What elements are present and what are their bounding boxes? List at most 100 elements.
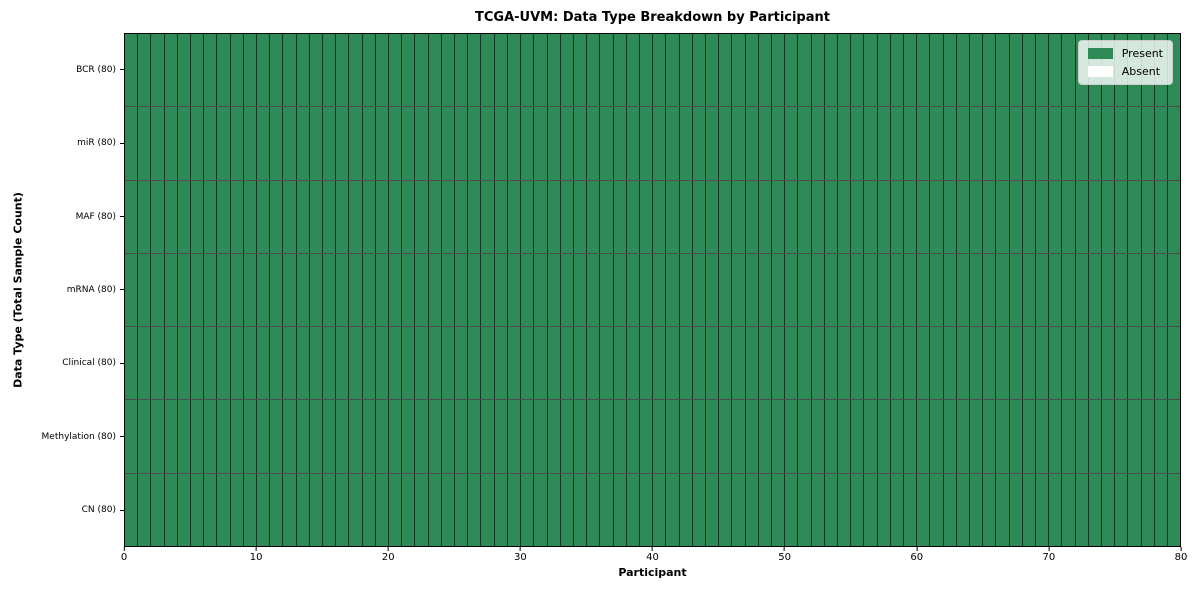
heatmap-cell <box>1022 400 1037 473</box>
heatmap-cell <box>296 473 310 546</box>
heatmap-cell <box>587 327 601 400</box>
heatmap-cell <box>1168 473 1181 546</box>
heatmap-cell <box>970 107 984 180</box>
heatmap-cell <box>283 107 297 180</box>
heatmap-cell <box>296 253 310 327</box>
heatmap-cell <box>1009 327 1023 400</box>
heatmap-row <box>125 107 1181 181</box>
legend-item: Present <box>1087 47 1163 60</box>
heatmap-cell <box>257 400 271 473</box>
heatmap-cell <box>666 34 680 107</box>
y-tick-label: CN (80) <box>81 505 116 516</box>
heatmap-cell <box>270 34 284 107</box>
y-tick-mark <box>120 69 124 71</box>
heatmap-cell <box>851 34 865 107</box>
heatmap-cell <box>758 253 772 327</box>
heatmap-cell <box>481 327 495 400</box>
heatmap-cell <box>257 180 271 253</box>
heatmap-cell <box>877 253 891 327</box>
heatmap-cell <box>824 180 838 253</box>
heatmap-cell <box>692 180 706 253</box>
heatmap-cell <box>1115 473 1129 546</box>
heatmap-cell <box>956 473 970 546</box>
heatmap-cell <box>125 34 139 107</box>
heatmap-cell <box>719 473 733 546</box>
heatmap-cell <box>983 327 997 400</box>
heatmap-cell <box>705 400 720 473</box>
heatmap-cell <box>851 400 865 473</box>
heatmap-cell <box>375 473 390 546</box>
heatmap-cell <box>811 107 825 180</box>
heatmap-cell <box>547 473 561 546</box>
heatmap-cell <box>890 107 904 180</box>
heatmap-cell <box>639 107 654 180</box>
heatmap-cell <box>890 473 904 546</box>
heatmap-cell <box>270 473 284 546</box>
heatmap-cell <box>956 107 970 180</box>
heatmap-cell <box>798 34 812 107</box>
x-tick: 30 <box>514 547 527 563</box>
heatmap-cell <box>230 327 244 400</box>
plot-area: Present Absent <box>124 33 1181 547</box>
heatmap-cell <box>1088 400 1103 473</box>
heatmap-cell <box>177 253 192 327</box>
heatmap-cell <box>745 253 759 327</box>
heatmap-cell <box>217 473 231 546</box>
heatmap-cell <box>943 473 957 546</box>
heatmap-cell <box>692 473 706 546</box>
heatmap-cell <box>719 180 733 253</box>
heatmap-cell <box>164 34 178 107</box>
heatmap-cell <box>785 107 799 180</box>
heatmap-row <box>125 34 1181 108</box>
heatmap-cell <box>771 34 786 107</box>
heatmap-cell <box>204 253 218 327</box>
heatmap-cell <box>1141 400 1155 473</box>
heatmap-cell <box>1168 400 1181 473</box>
heatmap-cell <box>771 327 786 400</box>
heatmap-cell <box>692 253 706 327</box>
heatmap-cell <box>811 180 825 253</box>
heatmap-cell <box>125 107 139 180</box>
heatmap-cell <box>468 34 482 107</box>
chart-title: TCGA-UVM: Data Type Breakdown by Partici… <box>475 10 830 25</box>
x-tick-label: 10 <box>249 552 263 563</box>
heatmap-cell <box>983 34 997 107</box>
heatmap-cell <box>138 473 152 546</box>
heatmap-cell <box>534 253 548 327</box>
heatmap-cell <box>758 327 772 400</box>
heatmap-cell <box>494 473 508 546</box>
heatmap-grid <box>125 34 1181 546</box>
heatmap-cell <box>336 107 350 180</box>
heatmap-cell <box>771 107 786 180</box>
heatmap-cell <box>455 107 469 180</box>
heatmap-cell <box>719 107 733 180</box>
heatmap-cell <box>349 34 363 107</box>
heatmap-cell <box>626 400 640 473</box>
heatmap-cell <box>719 327 733 400</box>
heatmap-cell <box>1049 34 1063 107</box>
heatmap-cell <box>890 327 904 400</box>
heatmap-cell <box>732 327 746 400</box>
heatmap-cell <box>837 327 852 400</box>
heatmap-cell <box>798 327 812 400</box>
heatmap-cell <box>930 253 944 327</box>
heatmap-cell <box>415 400 429 473</box>
heatmap-cell <box>917 400 931 473</box>
heatmap-cell <box>389 400 403 473</box>
heatmap-cell <box>1102 473 1116 546</box>
heatmap-cell <box>243 107 258 180</box>
heatmap-cell <box>666 473 680 546</box>
heatmap-cell <box>521 253 535 327</box>
heatmap-cell <box>1022 107 1037 180</box>
heatmap-cell <box>811 34 825 107</box>
heatmap-cell <box>573 107 588 180</box>
heatmap-cell <box>785 400 799 473</box>
heatmap-cell <box>494 180 508 253</box>
heatmap-cell <box>626 107 640 180</box>
heatmap-cell <box>837 107 852 180</box>
heatmap-cell <box>811 400 825 473</box>
legend-label: Present <box>1121 47 1163 60</box>
heatmap-cell <box>745 400 759 473</box>
heatmap-cell <box>349 400 363 473</box>
heatmap-cell <box>798 253 812 327</box>
